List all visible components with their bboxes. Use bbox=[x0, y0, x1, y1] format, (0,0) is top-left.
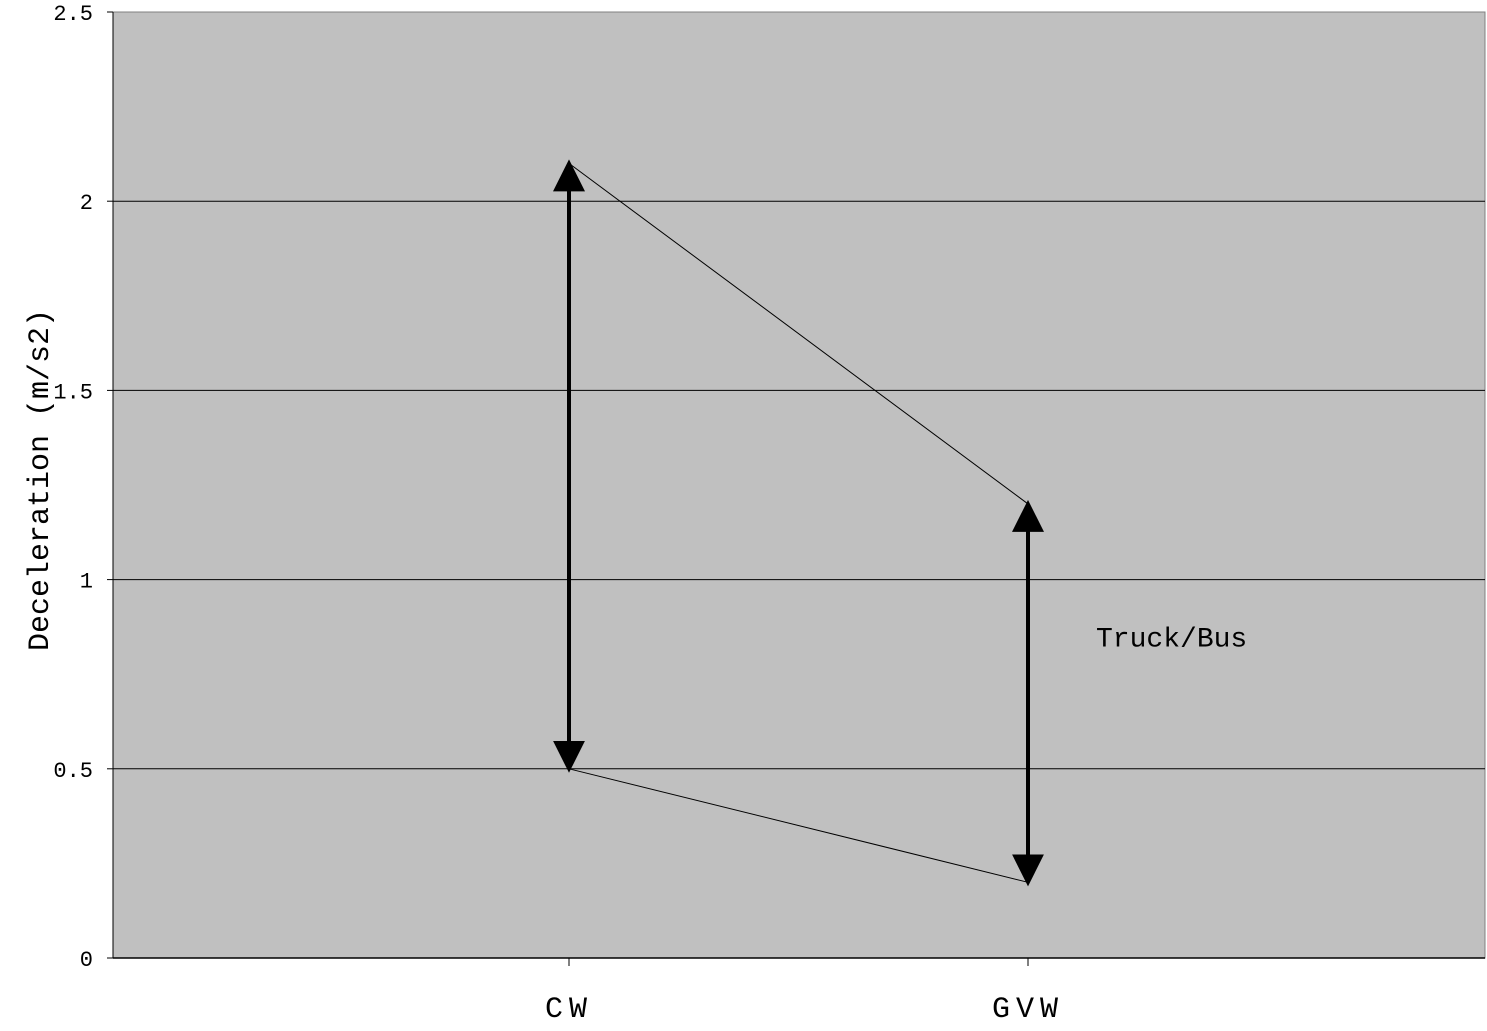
y-tick-label: 2.5 bbox=[53, 2, 93, 27]
y-tick-label: 0.5 bbox=[53, 759, 93, 784]
x-tick-label: GVW bbox=[992, 993, 1064, 1026]
y-tick-label: 2 bbox=[80, 191, 93, 216]
y-tick-label: 0 bbox=[80, 948, 93, 973]
plot-area bbox=[113, 12, 1485, 958]
y-axis-title: Deceleration (m/s2) bbox=[24, 309, 58, 651]
annotation-truck-bus: Truck/Bus bbox=[1096, 624, 1247, 655]
y-tick-label: 1 bbox=[80, 570, 93, 595]
x-tick-label: CW bbox=[545, 993, 593, 1026]
y-tick-label: 1.5 bbox=[53, 380, 93, 405]
